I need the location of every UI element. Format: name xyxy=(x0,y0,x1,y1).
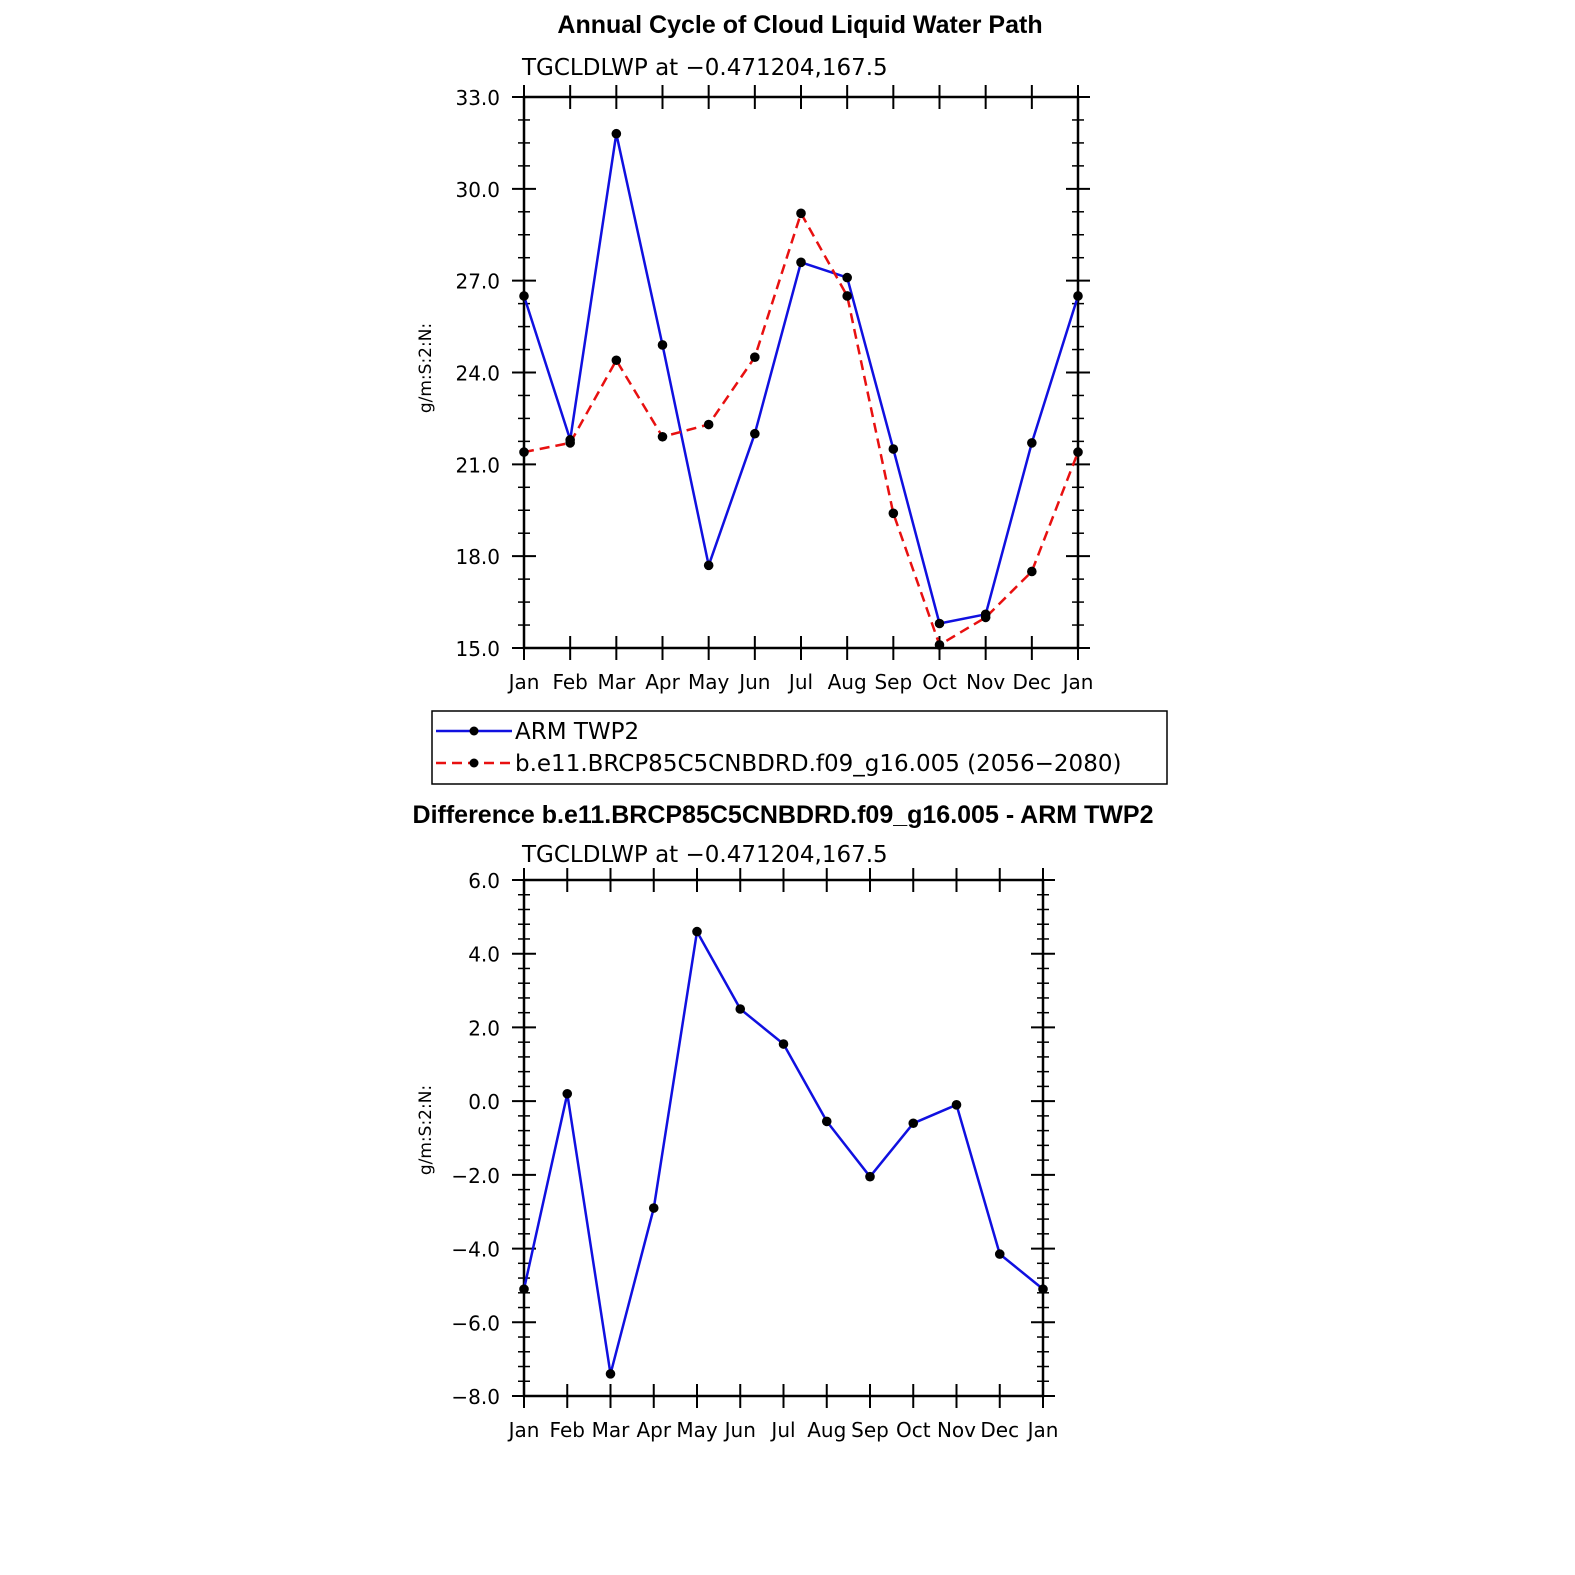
chart-annual-cycle: Annual Cycle of Cloud Liquid Water Path … xyxy=(416,11,1093,694)
chart1-series-0-point xyxy=(519,291,529,301)
chart1-x-tick-label: Nov xyxy=(966,670,1005,694)
chart2-x-tick-label: Mar xyxy=(592,1418,631,1442)
chart2-title: Difference b.e11.BRCP85C5CNBDRD.f09_g16.… xyxy=(413,801,1154,829)
chart1-subtitle: TGCLDLWP at −0.471204,167.5 xyxy=(521,55,888,81)
chart1-x-tick-label: Apr xyxy=(645,670,680,694)
chart1-plot-frame xyxy=(522,95,1080,650)
chart2-x-tick-label: Dec xyxy=(980,1418,1019,1442)
chart1-x-tick-label: Feb xyxy=(552,670,587,694)
chart2-x-tick-label: Jul xyxy=(769,1418,795,1442)
chart1-series xyxy=(519,128,1083,650)
chart1-series-0-point xyxy=(842,272,852,283)
chart2-series-line-0 xyxy=(522,930,1044,1376)
chart2-series-0-point xyxy=(605,1369,616,1379)
chart1-y-tick-label: 30.0 xyxy=(455,178,500,202)
chart-difference: Difference b.e11.BRCP85C5CNBDRD.f09_g16.… xyxy=(413,801,1154,1442)
chart1-y-tick-label: 15.0 xyxy=(455,637,500,661)
legend-obs-marker xyxy=(469,726,479,736)
legend: ARM TWP2 b.e11.BRCP85C5CNBDRD.f09_g16.00… xyxy=(431,710,1168,785)
chart2-series-0-point xyxy=(648,1203,659,1213)
legend-box xyxy=(431,710,1168,785)
chart2-x-tick-label: Apr xyxy=(636,1418,671,1442)
chart2-x-tick-label: Feb xyxy=(550,1418,585,1442)
chart2-y-tick-label: −4.0 xyxy=(451,1238,500,1262)
chart1-series-1-point xyxy=(1027,566,1037,577)
chart2-series-0-point xyxy=(1038,1284,1048,1294)
chart1-series-1-point xyxy=(842,291,852,301)
chart1-x-tick-label: May xyxy=(688,670,730,694)
chart1-series-1-point xyxy=(796,208,806,219)
chart1-series-1-point xyxy=(980,612,991,623)
chart2-y-tick-label: 4.0 xyxy=(468,943,500,967)
chart1-series-0-point xyxy=(750,428,760,439)
chart1-series-1-point xyxy=(934,640,945,650)
chart2-x-tick-label: Jun xyxy=(723,1418,756,1442)
chart2-y-tick-label: −2.0 xyxy=(451,1164,500,1188)
chart1-x-tick-label: Oct xyxy=(922,670,957,694)
chart2-x-tick-label: Oct xyxy=(896,1418,931,1442)
chart2-y-tick-label: −6.0 xyxy=(451,1311,500,1335)
chart2-y-tick-label: 2.0 xyxy=(468,1016,500,1040)
chart1-series-0-point xyxy=(1027,438,1037,448)
chart1-series-1-point xyxy=(611,355,622,366)
legend-entry-obs: ARM TWP2 xyxy=(515,719,639,745)
chart1-axes: 33.0 30.0 27.0 24.0 21.0 18.0 15.0 Jan Feb Mar Apr… xyxy=(455,85,1093,694)
chart1-x-tick-label: Jul xyxy=(787,670,813,694)
chart1-x-tick-label: Dec xyxy=(1012,670,1051,694)
chart1-series-0-point xyxy=(934,618,945,629)
chart2-x-tick-label: Aug xyxy=(807,1418,846,1442)
chart2-x-tick-label: Jan xyxy=(507,1418,540,1442)
chart1-series-1-point xyxy=(703,419,714,430)
chart1-series-1-point xyxy=(565,438,575,448)
chart1-series-1-point xyxy=(1073,447,1083,457)
chart1-y-tick-label: 33.0 xyxy=(455,86,500,110)
chart2-series-0-point xyxy=(908,1118,919,1129)
chart2-series-0-point xyxy=(865,1171,875,1182)
chart1-y-tick-label: 27.0 xyxy=(455,270,500,294)
chart1-title: Annual Cycle of Cloud Liquid Water Path xyxy=(557,11,1042,39)
chart2-x-tick-label: Nov xyxy=(937,1418,976,1442)
chart2-x-tick-label: May xyxy=(676,1418,718,1442)
chart2-y-tick-label: 6.0 xyxy=(468,869,500,893)
chart1-x-tick-label: Jan xyxy=(507,670,540,694)
chart1-series-1-point xyxy=(519,447,529,457)
chart1-y-tick-label: 18.0 xyxy=(455,545,500,569)
chart2-y-axis-label: g/m:S:2:N: xyxy=(416,1085,436,1175)
chart2-series-0-point xyxy=(519,1284,529,1294)
legend-entry-model: b.e11.BRCP85C5CNBDRD.f09_g16.005 (2056−2… xyxy=(515,751,1121,777)
chart1-x-tick-label: Jun xyxy=(737,670,770,694)
chart1-series-1-point xyxy=(657,431,668,442)
chart1-series-0-point xyxy=(657,340,668,350)
chart2-series-0-point xyxy=(821,1116,832,1127)
legend-model-marker xyxy=(469,758,479,768)
chart2-x-tick-label: Sep xyxy=(851,1418,889,1442)
chart1-series-0-point xyxy=(703,560,714,571)
chart1-series-0-point xyxy=(796,257,806,268)
chart1-series-0-point xyxy=(611,128,622,139)
chart1-x-tick-label: Mar xyxy=(597,670,636,694)
chart2-series-0-point xyxy=(692,926,702,937)
chart1-y-tick-label: 24.0 xyxy=(455,362,500,386)
chart2-series-0-point xyxy=(562,1088,573,1099)
chart2-y-tick-label: −8.0 xyxy=(451,1385,500,1409)
chart2-series-0-point xyxy=(735,1004,746,1014)
chart1-x-tick-label: Aug xyxy=(828,670,867,694)
chart1-series-0-point xyxy=(1073,291,1083,301)
chart2-series xyxy=(519,926,1048,1379)
chart2-series-0-point xyxy=(994,1249,1005,1259)
chart1-x-tick-label: Jan xyxy=(1061,670,1094,694)
chart2-subtitle: TGCLDLWP at −0.471204,167.5 xyxy=(521,842,888,868)
chart2-axes: 6.0 4.0 2.0 0.0 −2.0 −4.0 −6.0 −8.0 Jan Feb Mar Apr… xyxy=(451,868,1058,1442)
chart2-y-tick-label: 0.0 xyxy=(468,1090,500,1114)
chart2-x-tick-label: Jan xyxy=(1026,1418,1059,1442)
chart1-y-axis-label: g/m:S:2:N: xyxy=(416,323,436,413)
chart2-series-0-point xyxy=(778,1039,789,1049)
chart1-y-tick-label: 21.0 xyxy=(455,453,500,477)
chart1-x-tick-label: Sep xyxy=(874,670,912,694)
chart1-series-0-point xyxy=(888,444,899,454)
chart2-series-0-point xyxy=(951,1100,962,1110)
chart1-series-1-point xyxy=(750,352,760,362)
chart1-series-1-point xyxy=(888,508,899,519)
